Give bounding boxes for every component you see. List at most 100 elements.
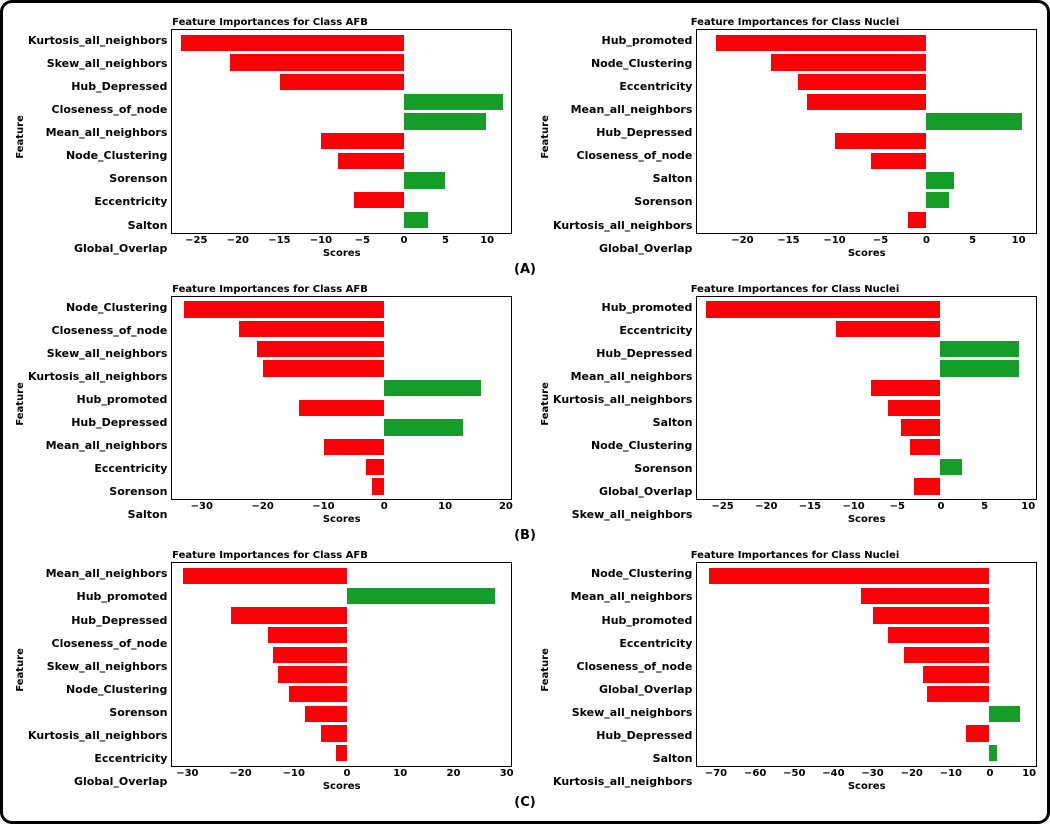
- bar: [888, 627, 989, 643]
- bar-row: [697, 567, 1036, 585]
- panel-c-right: FeatureFeature Importances for Class Nuc…: [538, 548, 1037, 793]
- bar-row: [697, 587, 1036, 605]
- bar-row: [697, 211, 1036, 229]
- y-tick-labels: Kurtosis_all_neighborsSkew_all_neighbors…: [28, 29, 171, 260]
- y-tick-label: Eccentricity: [553, 81, 692, 92]
- bar-row: [172, 705, 511, 723]
- y-tick-label: Closeness_of_node: [28, 638, 167, 649]
- panel-a-left: FeatureFeature Importances for Class AFB…: [13, 15, 512, 260]
- bar: [923, 666, 989, 682]
- x-tick-label: −5: [890, 501, 905, 512]
- y-tick-label: Salton: [553, 173, 692, 184]
- y-tick-label: Mean_all_neighbors: [28, 440, 167, 451]
- y-tick-label: Hub_Depressed: [553, 348, 692, 359]
- section-label-c: (C): [13, 795, 1037, 811]
- bar-row: [172, 478, 511, 496]
- figure-frame: Feature Feature Importances for Class AFB…: [0, 0, 1050, 824]
- bar: [940, 341, 1018, 357]
- bar-row: [172, 399, 511, 417]
- bar-row: [697, 172, 1036, 190]
- bar-row: [697, 340, 1036, 358]
- plot-box: Kurtosis_all_neighborsSkew_all_neighbors…: [28, 29, 512, 260]
- y-tick-label: Sorenson: [28, 486, 167, 497]
- y-tick-label: Global_Overlap: [28, 243, 167, 254]
- y-tick-label: Hub_promoted: [553, 615, 692, 626]
- x-tick-label: −10: [310, 235, 332, 246]
- y-tick-label: Eccentricity: [28, 463, 167, 474]
- bar-row: [172, 744, 511, 762]
- x-tick-label: 10: [1012, 235, 1026, 246]
- y-tick-label: Salton: [28, 220, 167, 231]
- bar: [347, 588, 495, 604]
- bar: [183, 568, 347, 584]
- x-axis-label: Scores: [171, 514, 512, 526]
- bar-row: [697, 666, 1036, 684]
- section-label-a: (A): [13, 262, 1037, 278]
- x-tick-label: −20: [227, 235, 249, 246]
- bar-row: [697, 744, 1036, 762]
- row-b: FeatureFeature Importances for Class AFB…: [13, 282, 1037, 527]
- plot-area: [696, 296, 1037, 501]
- bar: [278, 666, 347, 682]
- bar-row: [697, 320, 1036, 338]
- x-tick-label: −25: [185, 235, 207, 246]
- plot-area: [696, 562, 1037, 767]
- x-tick-labels: −30−20−1001020: [171, 500, 512, 514]
- y-axis-label: Feature: [13, 15, 28, 260]
- bars-outer: −30−20−1001020Scores: [171, 296, 512, 527]
- bar-row: [172, 340, 511, 358]
- y-tick-label: Kurtosis_all_neighbors: [28, 730, 167, 741]
- x-tick-label: 10: [393, 768, 407, 779]
- y-tick-label: Skew_all_neighbors: [28, 661, 167, 672]
- bar: [404, 113, 487, 129]
- x-tick-label: −20: [731, 235, 753, 246]
- x-tick-label: 0: [923, 235, 930, 246]
- panel-b-left: FeatureFeature Importances for Class AFB…: [13, 282, 512, 527]
- bar: [706, 301, 940, 317]
- x-axis-label: Scores: [171, 781, 512, 793]
- bar: [230, 54, 403, 70]
- x-axis-label: Scores: [696, 248, 1037, 260]
- bar-row: [172, 73, 511, 91]
- y-tick-label: Node_Clustering: [28, 302, 167, 313]
- plot-area: [171, 562, 512, 767]
- y-tick-label: Sorenson: [28, 173, 167, 184]
- bar-row: [172, 419, 511, 437]
- bar: [324, 439, 384, 455]
- bar-row: [697, 113, 1036, 131]
- y-tick-label: Node_Clustering: [28, 684, 167, 695]
- bar: [716, 35, 926, 51]
- x-tick-label: −20: [229, 768, 251, 779]
- bar: [888, 400, 940, 416]
- x-tick-label: −10: [823, 235, 845, 246]
- y-tick-label: Skew_all_neighbors: [28, 348, 167, 359]
- bar-row: [697, 607, 1036, 625]
- y-tick-label: Closeness_of_node: [28, 325, 167, 336]
- x-tick-label: −20: [901, 768, 923, 779]
- x-tick-labels: −25−20−15−10−50510: [696, 500, 1037, 514]
- chart-title: Feature Importances for Class Nuclei: [553, 548, 1037, 562]
- bar-row: [697, 34, 1036, 52]
- x-tick-labels: −70−60−50−40−30−20−10010: [696, 767, 1037, 781]
- chart-title: Feature Importances for Class AFB: [28, 548, 512, 562]
- x-tick-label: −15: [799, 501, 821, 512]
- y-axis-label: Feature: [538, 548, 553, 793]
- bar: [231, 607, 347, 623]
- bar-row: [697, 360, 1036, 378]
- bar: [372, 478, 384, 494]
- x-tick-label: −15: [268, 235, 290, 246]
- bar: [366, 459, 384, 475]
- y-tick-label: Eccentricity: [28, 196, 167, 207]
- section-label-b: (B): [13, 528, 1037, 544]
- bar: [927, 686, 989, 702]
- y-axis-label: Feature: [538, 15, 553, 260]
- x-tick-label: −25: [711, 501, 733, 512]
- chart-wrap: Feature Importances for Class NucleiHub_…: [553, 282, 1037, 527]
- bar-row: [697, 73, 1036, 91]
- y-tick-label: Global_Overlap: [553, 486, 692, 497]
- bar-row: [697, 152, 1036, 170]
- x-tick-label: 0: [401, 235, 408, 246]
- x-tick-label: −70: [705, 768, 727, 779]
- y-tick-label: Salton: [28, 509, 167, 520]
- bar: [901, 419, 940, 435]
